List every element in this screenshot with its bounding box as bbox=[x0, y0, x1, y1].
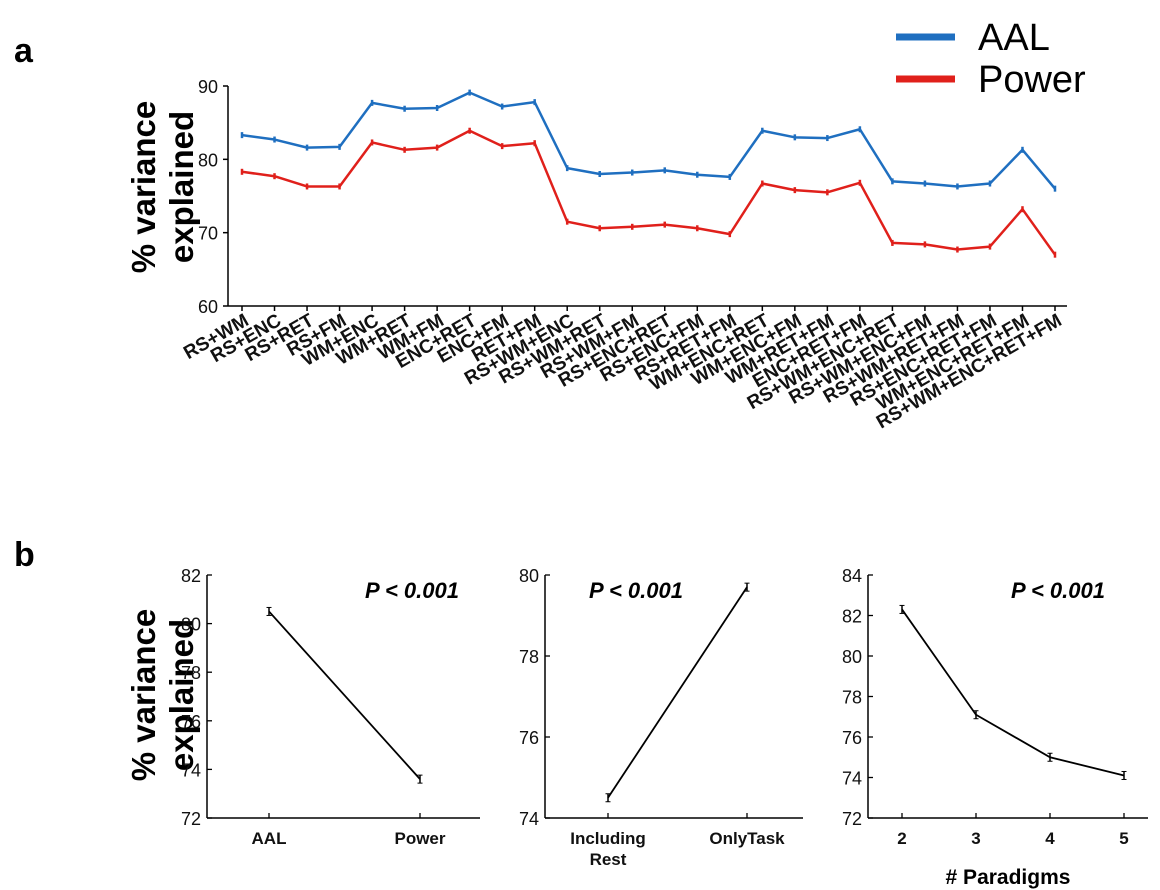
subplot-paradigms: 72 74 76 78 80 82 84 2 3 4 5 P < 0.001 # Paradigms bbox=[842, 566, 1148, 889]
x-tick-label: 5 bbox=[1119, 829, 1128, 848]
subplot-atlas: 72 74 76 78 80 82 AAL Power P < 0.001 bbox=[181, 566, 480, 848]
series-line bbox=[901, 608, 1125, 777]
y-tick-label: 90 bbox=[198, 77, 218, 97]
legend-label-power: Power bbox=[978, 59, 1086, 101]
y-tick-label: 78 bbox=[842, 688, 862, 708]
y-tick-label: 72 bbox=[842, 809, 862, 829]
y-tick-label: 76 bbox=[842, 728, 862, 748]
series-line bbox=[607, 586, 748, 799]
x-axis-title: # Paradigms bbox=[946, 866, 1071, 889]
y-tick-label: 76 bbox=[181, 712, 201, 732]
y-tick-label: 78 bbox=[181, 663, 201, 683]
y-tick-label: 78 bbox=[519, 647, 539, 667]
y-tick-label: 76 bbox=[519, 728, 539, 748]
panel-a-ylabel-line2: explained bbox=[163, 111, 200, 263]
y-tick-label: 82 bbox=[842, 607, 862, 627]
subplot-rest: 74 76 78 80 Including Rest OnlyTask P < 0.001 bbox=[519, 566, 803, 869]
panel-a-letter: a bbox=[14, 32, 34, 70]
panel-a-chart: % variance explained 60708090RS+WMRS+ENC… bbox=[125, 17, 1086, 433]
y-tick-label: 74 bbox=[519, 809, 539, 829]
y-tick-label: 80 bbox=[181, 615, 201, 635]
x-tick-label: AAL bbox=[252, 829, 287, 848]
panel-b-ylabel-line1: % variance bbox=[125, 609, 162, 781]
y-tick-label: 74 bbox=[842, 769, 862, 789]
y-tick-label: 82 bbox=[181, 566, 201, 586]
p-value-annotation: P < 0.001 bbox=[365, 578, 459, 603]
x-tick-label: OnlyTask bbox=[709, 829, 785, 848]
panel-b-ylabel-line2: explained bbox=[163, 619, 200, 771]
series-line bbox=[268, 610, 421, 780]
panel-a-axes: 60708090RS+WMRS+ENCRS+RETRS+FMWM+ENCWM+R… bbox=[180, 77, 1067, 433]
panel-b-charts: % variance explained 72 74 76 78 80 82 AAL Powe… bbox=[125, 566, 1148, 889]
y-tick-label: 74 bbox=[181, 760, 201, 780]
y-tick-label: 84 bbox=[842, 566, 862, 586]
x-tick-label: 2 bbox=[897, 829, 906, 848]
x-tick-label: Power bbox=[394, 829, 445, 848]
y-tick-label: 80 bbox=[842, 647, 862, 667]
y-tick-label: 80 bbox=[519, 566, 539, 586]
legend-label-aal: AAL bbox=[978, 17, 1050, 59]
p-value-annotation: P < 0.001 bbox=[589, 578, 683, 603]
y-tick-label: 80 bbox=[198, 150, 218, 170]
series-line-aal bbox=[241, 91, 1056, 190]
y-tick-label: 60 bbox=[198, 297, 218, 317]
x-tick-label: Rest bbox=[590, 850, 627, 869]
x-tick-label: 4 bbox=[1045, 829, 1055, 848]
panel-a-ylabel-line1: % variance bbox=[125, 101, 162, 273]
y-tick-label: 70 bbox=[198, 224, 218, 244]
series-line-power bbox=[241, 129, 1057, 256]
panel-b-letter: b bbox=[14, 536, 35, 574]
p-value-annotation: P < 0.001 bbox=[1011, 578, 1105, 603]
x-tick-label: Including bbox=[570, 829, 646, 848]
y-tick-label: 72 bbox=[181, 809, 201, 829]
x-tick-label: 3 bbox=[971, 829, 980, 848]
